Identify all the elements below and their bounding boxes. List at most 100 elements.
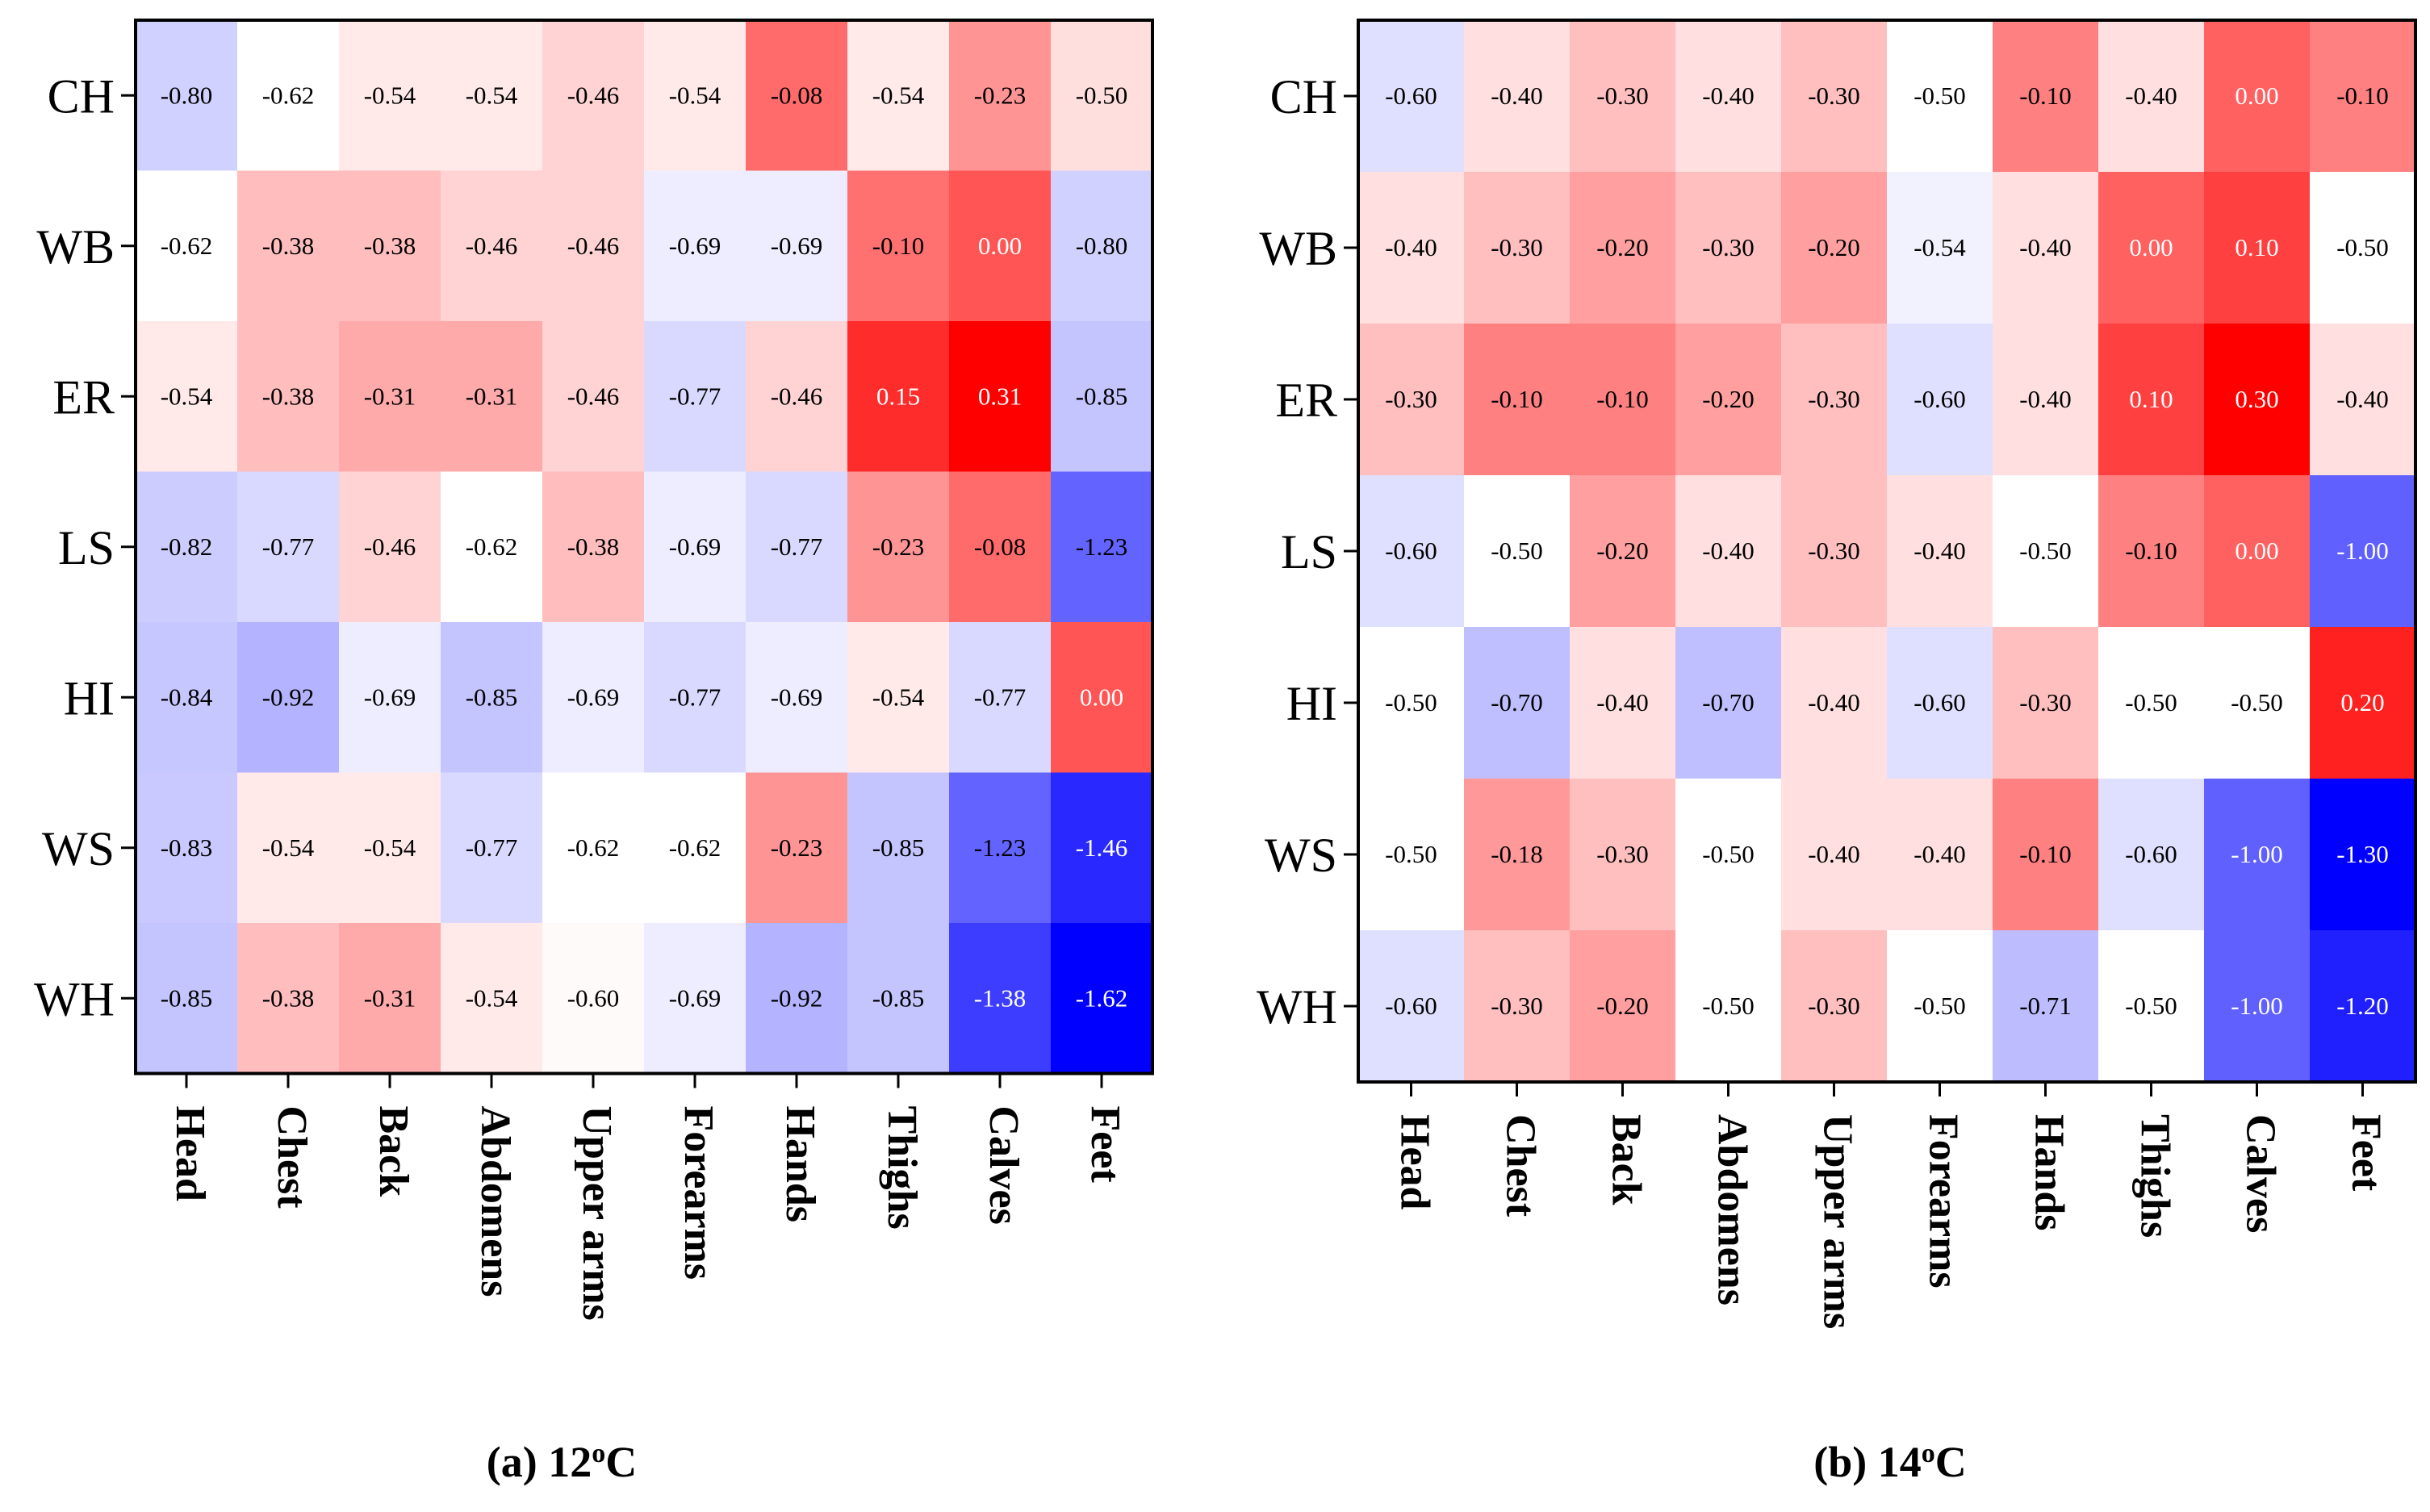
heatmap-cell	[441, 170, 543, 322]
heatmap-cell	[1570, 20, 1676, 173]
x-tick-label: Calves	[981, 1106, 1027, 1225]
heatmap-cell	[1358, 627, 1465, 779]
heatmap-cell	[2098, 475, 2205, 628]
heatmap-panel-14c: -0.60 -0.40 -0.30 -0.40 -0.30 -0.50 -0.10 -0.40…	[1257, 19, 2417, 1486]
heatmap-cell	[644, 471, 747, 623]
cell-value-label: -0.69	[567, 683, 620, 711]
cell-value-label: -0.40	[1702, 537, 1755, 565]
heatmap-cell	[2204, 930, 2311, 1083]
heatmap-cell	[2204, 324, 2311, 476]
cell-value-label: 0.00	[2129, 233, 2173, 261]
cell-value-label: -1.46	[1076, 833, 1128, 862]
heatmap-cell	[2310, 20, 2416, 173]
y-tick-label: WH	[34, 972, 115, 1025]
heatmap-cell	[949, 622, 1052, 774]
heatmap-cell	[949, 170, 1052, 322]
cell-value-label: 0.10	[2129, 385, 2173, 413]
heatmap-cell	[339, 923, 441, 1075]
heatmap-cell	[136, 170, 238, 322]
cell-value-label: -0.70	[1702, 688, 1755, 716]
cell-value-label: -0.77	[974, 683, 1027, 711]
heatmap-cell	[949, 923, 1052, 1075]
cell-value-label: -0.30	[1596, 840, 1649, 868]
heatmap-panel-12c: -0.80 -0.62 -0.54 -0.54 -0.46 -0.54 -0.08 -0.54…	[34, 19, 1154, 1486]
y-tick-label: CH	[48, 69, 115, 123]
cell-value-label: -1.30	[2336, 840, 2389, 868]
heatmap-cell	[542, 170, 645, 322]
cell-value-label: -0.50	[2125, 688, 2177, 716]
cell-value-label: -0.71	[2019, 992, 2072, 1020]
y-tick-label: ER	[1275, 374, 1337, 427]
cell-value-label: -0.69	[771, 232, 823, 260]
heatmap-cell	[1993, 475, 2099, 628]
cell-value-label: -0.30	[1808, 81, 1860, 110]
y-tick-label: HI	[64, 671, 115, 725]
heatmap-cell	[237, 923, 340, 1075]
cell-value-label: -1.00	[2231, 840, 2283, 868]
cell-value-label: -0.46	[567, 81, 620, 109]
heatmap-cell	[1570, 627, 1676, 779]
cell-value-label: -0.38	[567, 533, 620, 561]
heatmap-cell	[1464, 324, 1571, 476]
heatmap-cell	[2098, 627, 2205, 779]
heatmap-cell	[746, 170, 848, 322]
cell-value-label: -0.77	[466, 833, 518, 862]
heatmap-cell	[1464, 627, 1571, 779]
cell-value-label: -0.38	[262, 382, 315, 410]
heatmap-cell	[1051, 20, 1153, 172]
cell-value-label: -0.50	[2125, 992, 2177, 1020]
heatmap-cell	[1781, 324, 1888, 476]
heatmap-cell	[746, 20, 848, 172]
cell-value-label: -1.62	[1076, 984, 1128, 1012]
cell-value-label: -0.40	[1385, 233, 1437, 261]
cell-value-label: -0.31	[364, 984, 416, 1012]
x-tick-label: Chest	[1498, 1114, 1544, 1218]
cell-value-label: -0.62	[466, 533, 518, 561]
heatmap-cell	[847, 170, 950, 322]
heatmap-cell	[136, 772, 238, 924]
cell-value-label: -0.40	[1913, 537, 1966, 565]
y-tick-label: WB	[1259, 222, 1337, 275]
x-tick-label: Upper arms	[574, 1106, 620, 1321]
heatmap-cell	[339, 471, 441, 623]
cell-value-label: -0.10	[2019, 840, 2072, 868]
heatmap-cell	[1464, 20, 1571, 173]
cell-value-label: 0.00	[978, 232, 1022, 260]
heatmap-cell	[847, 622, 950, 774]
heatmap-cell	[847, 20, 950, 172]
heatmap-cell	[847, 471, 950, 623]
cell-value-label: -0.50	[1491, 537, 1543, 565]
y-tick-label: WB	[36, 220, 115, 274]
heatmap-cell	[2098, 779, 2205, 931]
heatmap-cell	[136, 622, 238, 774]
heatmap-cell	[441, 923, 543, 1075]
heatmap-cell	[1887, 20, 1993, 173]
heatmap-cell	[339, 772, 441, 924]
x-tick-label: Forearms	[675, 1106, 721, 1280]
cell-value-label: 0.20	[2340, 688, 2384, 716]
cell-value-label: -0.40	[1808, 840, 1860, 868]
cell-value-label: -0.50	[1385, 688, 1437, 716]
x-tick-label: Back	[370, 1106, 416, 1197]
cell-value-label: 0.10	[2235, 233, 2278, 261]
heatmap-cell	[1464, 172, 1571, 324]
cell-value-label: -0.40	[2019, 385, 2072, 413]
heatmap-cell	[644, 170, 747, 322]
heatmap-cell	[2204, 475, 2311, 628]
cell-value-label: -0.85	[1076, 382, 1128, 410]
cell-value-label: -1.23	[1076, 533, 1128, 561]
heatmap-cell	[542, 622, 645, 774]
cell-value-label: -0.40	[2019, 233, 2072, 261]
x-tick-label: Thighs	[2132, 1114, 2178, 1238]
cell-value-label: -0.83	[161, 833, 213, 862]
cell-value-label: -0.30	[2019, 688, 2072, 716]
cell-value-label: -0.08	[974, 533, 1027, 561]
x-tick-label: Abdomens	[472, 1106, 518, 1297]
y-tick-label: WS	[42, 822, 115, 875]
heatmap-cell	[1993, 20, 2099, 173]
cell-value-label: -0.54	[161, 382, 213, 410]
cell-value-label: 0.15	[876, 382, 920, 410]
heatmap-cell	[1570, 930, 1676, 1083]
x-tick-label: Upper arms	[1815, 1114, 1861, 1329]
heatmap-cell	[237, 772, 340, 924]
